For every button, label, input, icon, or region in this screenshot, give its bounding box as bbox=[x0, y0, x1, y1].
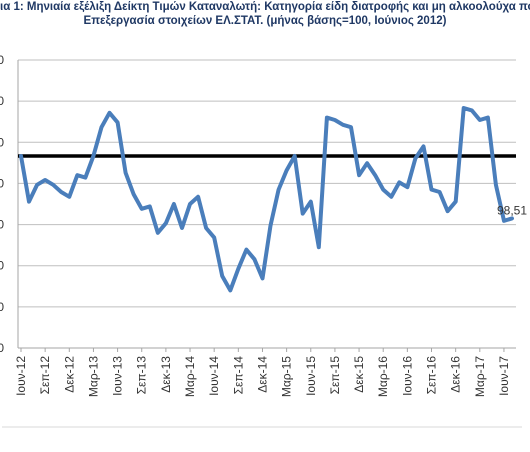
x-tick-label-20: Ιουν-17 bbox=[497, 356, 511, 396]
x-tick-label-16: Ιουν-16 bbox=[400, 356, 414, 396]
y-tick-label-1: 0 bbox=[0, 94, 4, 108]
x-tick-label-7: Μαρ-14 bbox=[183, 356, 197, 397]
x-tick-label-19: Μαρ-17 bbox=[473, 356, 487, 397]
x-tick-label-2: Δεκ-12 bbox=[62, 356, 76, 393]
x-tick-label-15: Μαρ-16 bbox=[376, 356, 390, 397]
x-tick-label-0: Ιουν-12 bbox=[14, 356, 28, 396]
x-tick-label-5: Σεπ-13 bbox=[135, 356, 149, 395]
x-tick-label-14: Δεκ-15 bbox=[352, 356, 366, 393]
y-tick-label-7: 0 bbox=[0, 341, 4, 355]
x-tick-label-13: Σεπ-15 bbox=[328, 356, 342, 395]
chart-title: ια 1: Μηνιαία εξέλιξη Δείκτη Τιμών Καταν… bbox=[0, 0, 530, 28]
series-line bbox=[19, 106, 514, 293]
x-tick-label-1: Σεπ-12 bbox=[38, 356, 52, 395]
x-tick-label-8: Ιουν-14 bbox=[207, 356, 221, 396]
x-tick-label-17: Σεπ-16 bbox=[425, 356, 439, 395]
y-tick-label-4: 0 bbox=[0, 218, 4, 232]
data-label-layer: 98,51 bbox=[497, 203, 527, 217]
x-tick-label-12: Ιουν-15 bbox=[304, 356, 318, 396]
gridlines bbox=[17, 59, 516, 349]
y-tick-label-5: 0 bbox=[0, 259, 4, 273]
x-tick-label-10: Δεκ-14 bbox=[255, 356, 269, 393]
y-tick-label-2: 0 bbox=[0, 135, 4, 149]
x-tick-label-11: Μαρ-15 bbox=[280, 356, 294, 397]
y-axis-ticks: 0 0 0 0 0 0 0 0 bbox=[0, 53, 4, 355]
x-tick-label-3: Μαρ-13 bbox=[86, 356, 100, 397]
chart-title-line-1: ια 1: Μηνιαία εξέλιξη Δείκτη Τιμών Καταν… bbox=[0, 1, 530, 13]
x-tick-label-4: Ιουν-13 bbox=[111, 356, 125, 396]
x-axis-ticks: Ιουν-12 Σεπ-12 Δεκ-12 Μαρ-13 Ιουν-13 Σεπ-13 Δε… bbox=[14, 348, 511, 397]
series-layer bbox=[19, 106, 514, 293]
x-tick-label-6: Δεκ-13 bbox=[159, 356, 173, 393]
y-tick-label-6: 0 bbox=[0, 300, 4, 314]
last-value-label: 98,51 bbox=[497, 203, 527, 217]
y-tick-label-0: 0 bbox=[0, 53, 4, 67]
y-tick-label-3: 0 bbox=[0, 176, 4, 190]
x-tick-label-18: Δεκ-16 bbox=[449, 356, 463, 393]
chart-title-line-2: Επεξεργασία στοιχείων ΕΛ.ΣΤΑΤ. (μήνας βά… bbox=[83, 15, 447, 27]
x-tick-label-9: Σεπ-14 bbox=[231, 356, 245, 395]
